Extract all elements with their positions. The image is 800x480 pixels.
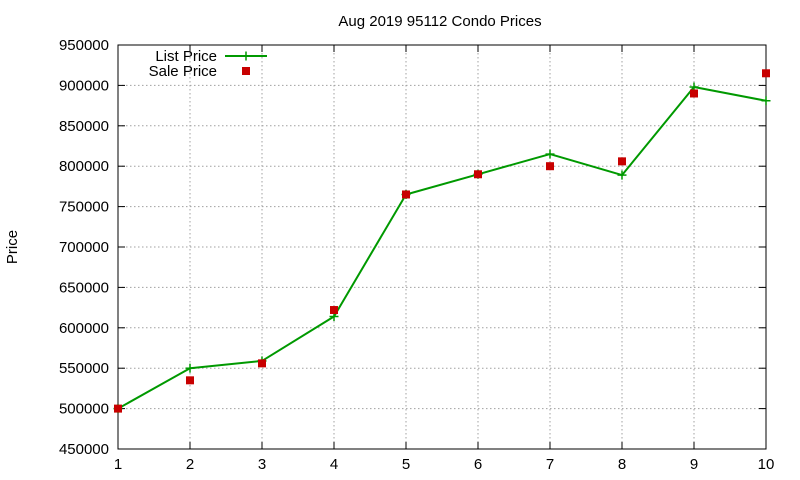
y-tick-label: 750000 <box>59 199 109 216</box>
x-tick-label: 5 <box>402 456 410 473</box>
sale-price-point <box>258 359 266 368</box>
list-price-point <box>617 170 627 180</box>
x-tick-label: 6 <box>474 456 482 473</box>
series-list-price <box>113 82 771 414</box>
x-tick-label: 1 <box>114 456 122 473</box>
list-price-point <box>761 96 771 106</box>
x-tick-label: 3 <box>258 456 266 473</box>
y-tick-label: 950000 <box>59 37 109 54</box>
y-tick-label: 650000 <box>59 279 109 296</box>
x-tick-label: 10 <box>758 456 775 473</box>
series-sale-price <box>114 69 770 413</box>
list-price-point <box>545 149 555 159</box>
y-tick-label: 500000 <box>59 401 109 418</box>
grid-lines <box>117 44 767 450</box>
sale-price-point <box>546 162 554 171</box>
legend-square-marker <box>242 67 250 75</box>
x-tick-label: 7 <box>546 456 554 473</box>
sale-price-point <box>474 170 482 179</box>
y-tick-label: 600000 <box>59 320 109 337</box>
series-marks <box>113 69 771 414</box>
x-tick-label: 8 <box>618 456 626 473</box>
axes <box>117 44 767 450</box>
legend-label: Sale Price <box>149 63 217 80</box>
sale-price-point <box>762 69 770 78</box>
chart-title: Aug 2019 95112 Condo Prices <box>338 13 541 30</box>
sale-price-point <box>690 89 698 98</box>
x-tick-label: 4 <box>330 456 338 473</box>
sale-price-point <box>402 190 410 199</box>
y-tick-label: 700000 <box>59 239 109 256</box>
sale-price-point <box>618 157 626 166</box>
y-tick-label: 900000 <box>59 77 109 94</box>
list-price-point <box>185 363 195 373</box>
y-tick-label: 450000 <box>59 441 109 458</box>
tick-labels: 450000 500000 550000 600000 650000 700000 7500… <box>59 37 774 473</box>
legend-label: List Price <box>155 48 217 65</box>
y-tick-label: 800000 <box>59 158 109 175</box>
sale-price-point <box>330 306 338 315</box>
list-price-line <box>117 86 767 410</box>
sale-price-point <box>114 404 122 413</box>
y-tick-label: 550000 <box>59 360 109 377</box>
legend-plus-marker <box>241 51 251 61</box>
y-axis-label: Price <box>4 230 21 264</box>
sale-price-point <box>186 376 194 385</box>
x-tick-label: 2 <box>186 456 194 473</box>
x-tick-label: 9 <box>690 456 698 473</box>
y-tick-label: 850000 <box>59 118 109 135</box>
